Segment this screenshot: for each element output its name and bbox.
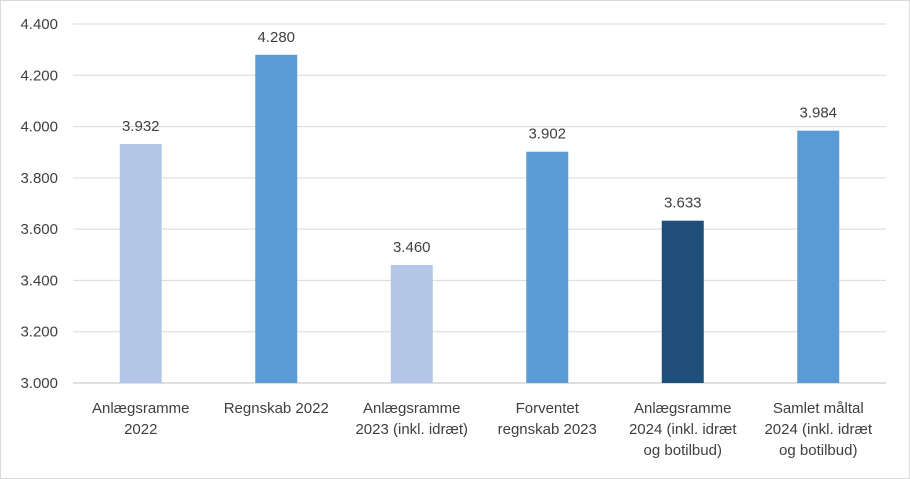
data-label: 3.984 [799, 105, 837, 122]
data-labels: 3.932 4.280 3.460 3.902 3.633 3.984 [122, 29, 837, 256]
bar [661, 220, 704, 383]
x-category-label: regnskab 2023 [498, 421, 597, 438]
bar [526, 151, 569, 383]
y-tick-label: 3.400 [20, 272, 58, 289]
x-category-label: 2024 (inkl. idræt [629, 421, 737, 438]
data-label: 3.932 [122, 118, 160, 135]
bar [390, 265, 433, 383]
data-label: 4.280 [257, 29, 295, 46]
x-category-label: 2024 (inkl. idræt [764, 421, 872, 438]
bar [797, 130, 840, 383]
y-axis-ticks: 3.000 3.200 3.400 3.600 3.800 4.000 4.200 4.400 [20, 16, 58, 392]
x-category-label: og botilbud) [779, 442, 857, 459]
x-category-label: Samlet måltal [773, 400, 864, 417]
x-category-label: Regnskab 2022 [224, 400, 329, 417]
bar [255, 54, 298, 384]
y-tick-label: 4.400 [20, 16, 58, 33]
y-tick-label: 4.200 [20, 67, 58, 84]
x-category-label: og botilbud) [644, 442, 722, 459]
x-category-label: Anlægsramme [92, 400, 190, 417]
y-tick-label: 3.800 [20, 170, 58, 187]
y-tick-label: 4.000 [20, 119, 58, 136]
gridlines [73, 23, 886, 384]
x-category-label: 2023 (inkl. idræt) [355, 421, 468, 438]
y-tick-label: 3.000 [20, 375, 58, 392]
data-label: 3.633 [664, 195, 702, 212]
bar [119, 144, 162, 383]
x-axis-categories: Anlægsramme 2022 Regnskab 2022 Anlægsramme 2… [92, 400, 873, 459]
data-label: 3.902 [528, 126, 566, 143]
x-category-label: Anlægsramme [634, 400, 732, 417]
y-tick-label: 3.200 [20, 324, 58, 341]
y-tick-label: 3.600 [20, 221, 58, 238]
bars [119, 54, 840, 384]
data-label: 3.460 [393, 239, 431, 256]
x-category-label: Anlægsramme [363, 400, 461, 417]
x-category-label: Forventet [516, 400, 580, 417]
x-category-label: 2022 [124, 421, 157, 438]
